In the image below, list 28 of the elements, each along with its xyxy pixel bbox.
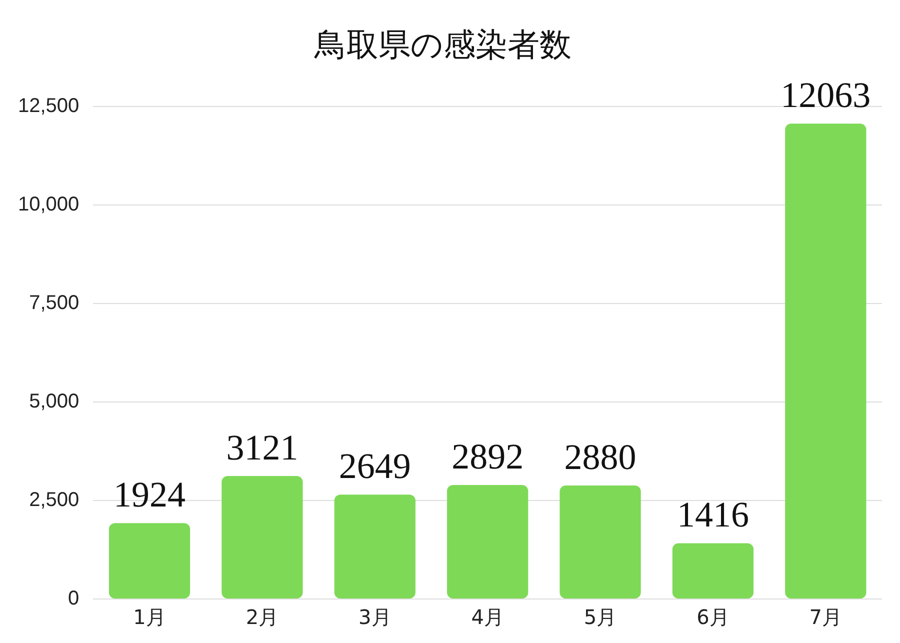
data-label: 2649 bbox=[338, 446, 411, 486]
x-tick-label: 4月 bbox=[471, 605, 504, 630]
data-label: 3121 bbox=[226, 427, 298, 468]
x-tick-label: 7月 bbox=[809, 605, 842, 630]
bar bbox=[108, 523, 190, 598]
x-tick-label: 2月 bbox=[246, 605, 279, 630]
bar bbox=[560, 486, 641, 598]
data-label: 2892 bbox=[452, 436, 524, 476]
y-tick-label: 5,000 bbox=[29, 390, 80, 412]
bar bbox=[447, 485, 528, 598]
data-label: 1924 bbox=[114, 474, 186, 515]
data-label: 1416 bbox=[676, 494, 749, 535]
y-tick-label: 7,500 bbox=[29, 292, 80, 314]
bar bbox=[672, 543, 754, 598]
y-tick-label: 10,000 bbox=[18, 193, 80, 216]
x-tick-label: 6月 bbox=[696, 605, 730, 630]
x-tick-label: 1月 bbox=[133, 605, 166, 630]
bar bbox=[222, 476, 303, 598]
y-tick-label: 0 bbox=[68, 588, 80, 610]
chart-title: 鳥取県の感染者数 bbox=[314, 26, 572, 64]
data-label: 12063 bbox=[780, 75, 871, 116]
bar bbox=[785, 124, 866, 598]
data-label: 2880 bbox=[564, 436, 636, 477]
y-tick-label: 2,500 bbox=[29, 488, 80, 511]
bar bbox=[334, 494, 416, 598]
x-tick-label: 3月 bbox=[358, 605, 392, 630]
x-tick-label: 5月 bbox=[584, 605, 617, 630]
y-tick-label: 12,500 bbox=[18, 94, 80, 117]
